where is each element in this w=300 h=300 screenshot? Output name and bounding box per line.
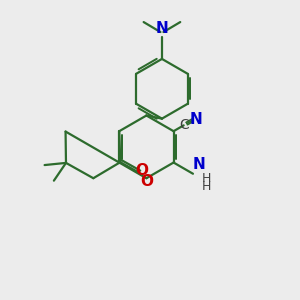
Text: C: C bbox=[179, 118, 189, 132]
Text: O: O bbox=[135, 163, 148, 178]
Text: H: H bbox=[202, 172, 211, 185]
Text: O: O bbox=[140, 174, 153, 189]
Text: H: H bbox=[202, 180, 211, 193]
Text: N: N bbox=[190, 112, 203, 127]
Text: N: N bbox=[193, 157, 206, 172]
Text: N: N bbox=[156, 21, 168, 36]
